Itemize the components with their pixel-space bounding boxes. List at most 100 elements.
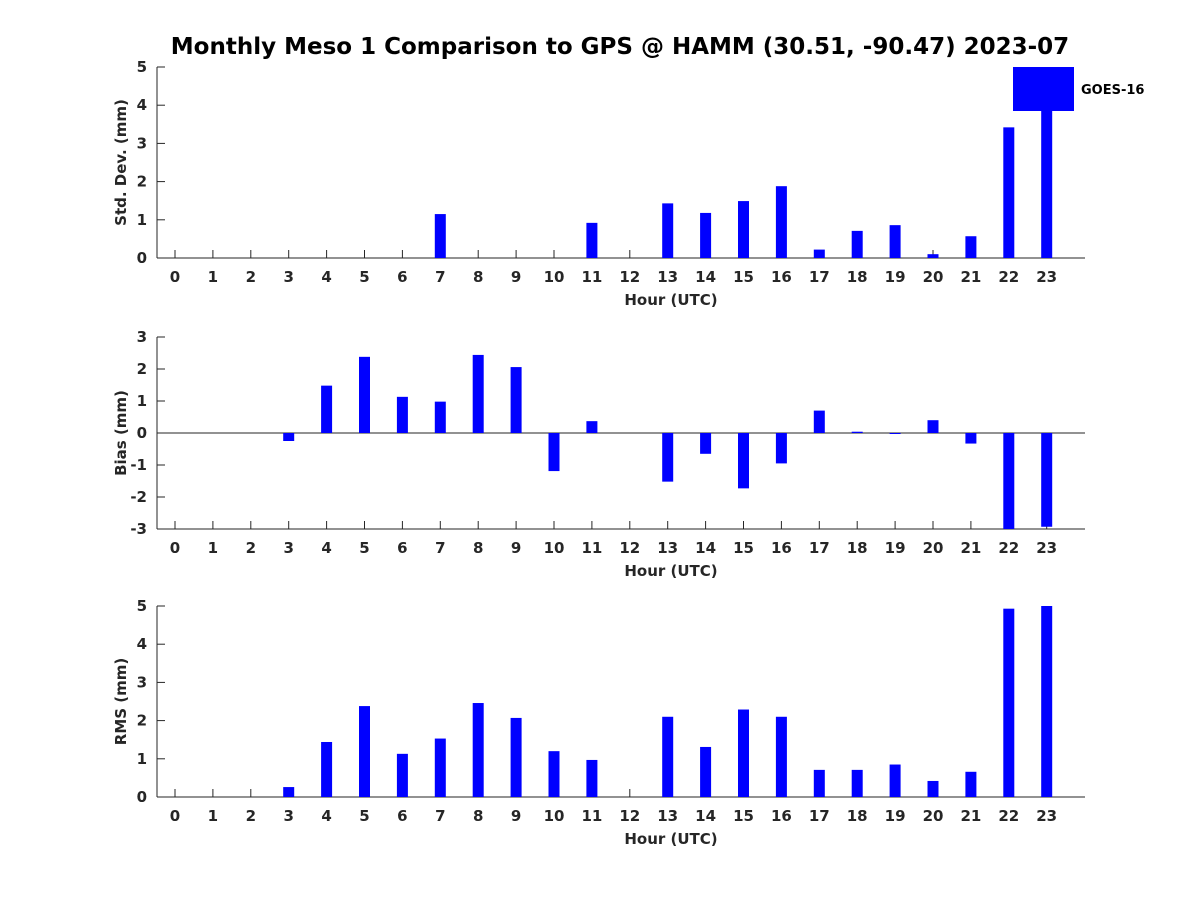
x-tick-label: 23: [1036, 539, 1057, 557]
bar-std-dev-18: [851, 230, 863, 258]
y-tick-label: 4: [137, 96, 147, 114]
x-tick-label: 11: [581, 268, 602, 286]
x-axis-label: Hour (UTC): [624, 562, 717, 580]
legend-label: GOES-16: [1081, 83, 1144, 98]
x-tick-label: 17: [809, 807, 830, 825]
x-tick-label: 10: [544, 268, 565, 286]
x-tick-label: 5: [359, 268, 369, 286]
x-tick-label: 14: [695, 807, 716, 825]
x-tick-label: 23: [1036, 807, 1057, 825]
x-tick-label: 17: [809, 268, 830, 286]
x-tick-label: 0: [170, 807, 180, 825]
x-tick-label: 4: [321, 807, 331, 825]
bar-rms-21: [965, 771, 977, 797]
bar-rms-14: [700, 746, 712, 797]
x-tick-label: 20: [923, 268, 944, 286]
bar-bias-10: [548, 433, 560, 472]
bar-std-dev-23: [1041, 74, 1053, 258]
bar-bias-20: [927, 420, 939, 433]
x-tick-label: 11: [581, 807, 602, 825]
x-tick-label: 12: [619, 807, 640, 825]
y-tick-label: 1: [137, 211, 147, 229]
x-tick-label: 15: [733, 807, 754, 825]
x-tick-label: 1: [208, 539, 218, 557]
x-tick-label: 3: [283, 539, 293, 557]
bar-bias-6: [396, 396, 408, 433]
y-tick-label: -1: [130, 456, 147, 474]
bar-bias-16: [775, 433, 787, 464]
x-tick-label: 8: [473, 539, 483, 557]
bar-rms-22: [1003, 608, 1015, 797]
y-tick-label: 0: [137, 424, 147, 442]
x-tick-label: 6: [397, 539, 407, 557]
x-tick-label: 3: [283, 807, 293, 825]
x-tick-label: 0: [170, 268, 180, 286]
y-tick-label: 2: [137, 173, 147, 191]
x-tick-label: 12: [619, 268, 640, 286]
bar-std-dev-21: [965, 236, 977, 258]
bar-rms-19: [889, 764, 901, 797]
x-tick-label: 13: [657, 807, 678, 825]
y-tick-label: 0: [137, 249, 147, 267]
y-tick-label: 1: [137, 750, 147, 768]
bar-std-dev-7: [434, 214, 446, 258]
chart-title: Monthly Meso 1 Comparison to GPS @ HAMM …: [171, 34, 1069, 60]
x-tick-label: 20: [923, 807, 944, 825]
bar-bias-4: [321, 385, 333, 433]
bar-bias-15: [738, 433, 749, 489]
x-tick-label: 10: [544, 539, 565, 557]
bar-std-dev-16: [775, 186, 787, 258]
bar-std-dev-11: [586, 222, 598, 258]
x-tick-label: 16: [771, 807, 792, 825]
x-tick-label: 11: [581, 539, 602, 557]
bar-std-dev-13: [662, 203, 674, 258]
x-tick-label: 23: [1036, 268, 1057, 286]
bar-rms-18: [851, 769, 863, 797]
bar-std-dev-17: [813, 249, 825, 258]
x-tick-label: 17: [809, 539, 830, 557]
x-tick-label: 22: [998, 807, 1019, 825]
x-tick-label: 3: [283, 268, 293, 286]
x-tick-label: 8: [473, 268, 483, 286]
x-tick-label: 4: [321, 539, 331, 557]
x-tick-label: 10: [544, 807, 565, 825]
x-tick-label: 7: [435, 539, 445, 557]
bar-rms-8: [472, 703, 484, 797]
x-tick-label: 18: [847, 268, 868, 286]
y-axis-label: Std. Dev. (mm): [112, 99, 130, 226]
bar-rms-13: [662, 716, 674, 797]
x-tick-label: 12: [619, 539, 640, 557]
x-tick-label: 6: [397, 268, 407, 286]
y-tick-label: -3: [130, 520, 147, 538]
bar-rms-15: [738, 709, 749, 797]
y-tick-label: 2: [137, 360, 147, 378]
y-axis-label: Bias (mm): [112, 390, 130, 476]
x-tick-label: 1: [208, 268, 218, 286]
x-tick-label: 22: [998, 539, 1019, 557]
bar-bias-18: [851, 431, 863, 433]
bar-rms-23: [1041, 606, 1053, 797]
x-tick-label: 7: [435, 268, 445, 286]
x-tick-label: 18: [847, 807, 868, 825]
bar-rms-16: [775, 716, 787, 797]
bar-bias-8: [472, 354, 484, 433]
bar-bias-11: [586, 421, 598, 433]
x-tick-label: 14: [695, 268, 716, 286]
y-tick-label: 5: [137, 597, 147, 615]
x-tick-label: 21: [960, 807, 981, 825]
y-tick-label: 3: [137, 134, 147, 152]
legend-swatch: [1013, 67, 1074, 111]
bar-bias-7: [434, 401, 446, 433]
bar-bias-5: [359, 356, 370, 433]
x-tick-label: 20: [923, 539, 944, 557]
bar-bias-22: [1003, 433, 1015, 529]
y-tick-label: 3: [137, 328, 147, 346]
x-tick-label: 14: [695, 539, 716, 557]
bar-std-dev-20: [927, 254, 939, 258]
x-tick-label: 9: [511, 539, 521, 557]
y-tick-label: -2: [130, 488, 147, 506]
x-tick-label: 22: [998, 268, 1019, 286]
bar-rms-5: [359, 706, 370, 797]
